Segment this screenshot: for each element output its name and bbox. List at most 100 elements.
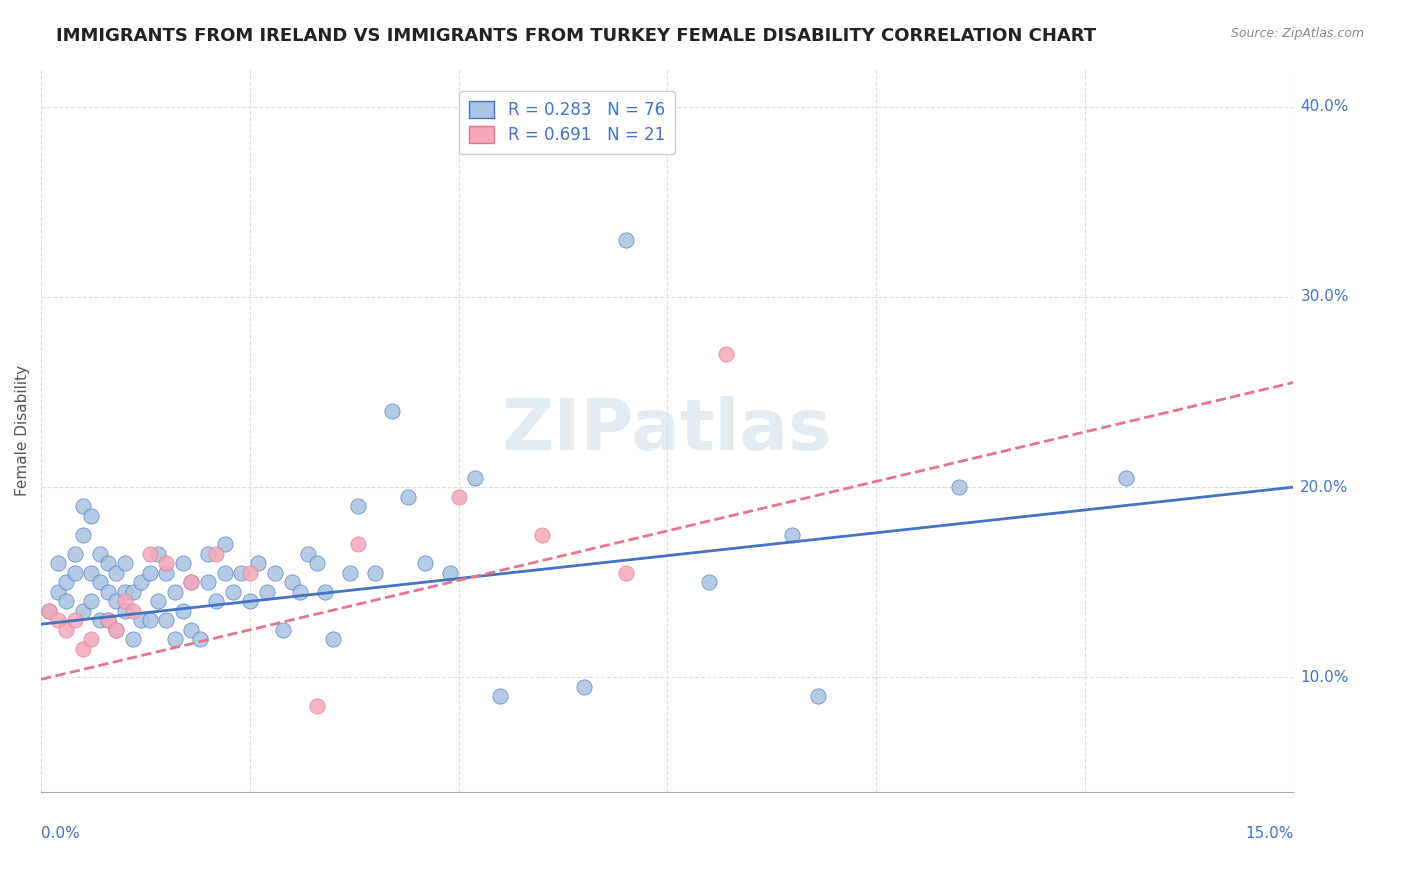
Point bbox=[80, 566, 103, 580]
Point bbox=[63, 547, 86, 561]
Point bbox=[155, 566, 177, 580]
Text: 20.0%: 20.0% bbox=[1301, 480, 1348, 495]
Point bbox=[80, 632, 103, 647]
Legend: R = 0.283   N = 76, R = 0.691   N = 21: R = 0.283 N = 76, R = 0.691 N = 21 bbox=[460, 91, 675, 154]
Point bbox=[105, 566, 128, 580]
Point bbox=[138, 566, 160, 580]
Point bbox=[114, 604, 136, 618]
Point bbox=[197, 547, 219, 561]
Point bbox=[138, 547, 160, 561]
Point bbox=[105, 623, 128, 637]
Point bbox=[322, 632, 344, 647]
Point bbox=[180, 575, 202, 590]
Point bbox=[396, 490, 419, 504]
Point bbox=[572, 680, 595, 694]
Point bbox=[172, 556, 194, 570]
Point bbox=[80, 594, 103, 608]
Point bbox=[80, 508, 103, 523]
Point bbox=[1115, 470, 1137, 484]
Point bbox=[188, 632, 211, 647]
Point bbox=[38, 604, 60, 618]
Point bbox=[122, 604, 145, 618]
Point bbox=[614, 233, 637, 247]
Point bbox=[97, 556, 120, 570]
Point bbox=[129, 613, 152, 627]
Point bbox=[305, 698, 328, 713]
Text: 10.0%: 10.0% bbox=[1301, 670, 1348, 685]
Point bbox=[55, 623, 77, 637]
Point bbox=[288, 584, 311, 599]
Point bbox=[948, 480, 970, 494]
Point bbox=[314, 584, 336, 599]
Point bbox=[46, 556, 69, 570]
Point bbox=[697, 575, 720, 590]
Point bbox=[122, 632, 145, 647]
Point bbox=[155, 613, 177, 627]
Point bbox=[38, 604, 60, 618]
Point bbox=[72, 527, 94, 541]
Text: Source: ZipAtlas.com: Source: ZipAtlas.com bbox=[1230, 27, 1364, 40]
Point bbox=[163, 632, 186, 647]
Text: ZIPatlas: ZIPatlas bbox=[502, 395, 832, 465]
Point bbox=[46, 613, 69, 627]
Text: 15.0%: 15.0% bbox=[1244, 826, 1294, 841]
Point bbox=[55, 594, 77, 608]
Point bbox=[180, 623, 202, 637]
Point bbox=[464, 470, 486, 484]
Point bbox=[447, 490, 470, 504]
Text: IMMIGRANTS FROM IRELAND VS IMMIGRANTS FROM TURKEY FEMALE DISABILITY CORRELATION : IMMIGRANTS FROM IRELAND VS IMMIGRANTS FR… bbox=[56, 27, 1097, 45]
Text: 40.0%: 40.0% bbox=[1301, 99, 1348, 114]
Point bbox=[413, 556, 436, 570]
Point bbox=[97, 613, 120, 627]
Point bbox=[122, 584, 145, 599]
Point bbox=[146, 547, 169, 561]
Text: 0.0%: 0.0% bbox=[41, 826, 80, 841]
Point bbox=[97, 584, 120, 599]
Point bbox=[339, 566, 361, 580]
Point bbox=[180, 575, 202, 590]
Point bbox=[806, 690, 828, 704]
Point bbox=[89, 613, 111, 627]
Point bbox=[146, 594, 169, 608]
Point bbox=[239, 566, 262, 580]
Point bbox=[782, 527, 804, 541]
Point bbox=[305, 556, 328, 570]
Point bbox=[364, 566, 387, 580]
Point bbox=[197, 575, 219, 590]
Point bbox=[63, 613, 86, 627]
Y-axis label: Female Disability: Female Disability bbox=[15, 365, 30, 496]
Point bbox=[222, 584, 245, 599]
Point bbox=[114, 584, 136, 599]
Point bbox=[72, 641, 94, 656]
Point bbox=[163, 584, 186, 599]
Point bbox=[72, 499, 94, 513]
Point bbox=[247, 556, 270, 570]
Point bbox=[239, 594, 262, 608]
Point bbox=[231, 566, 253, 580]
Point bbox=[46, 584, 69, 599]
Point bbox=[55, 575, 77, 590]
Point bbox=[347, 537, 370, 551]
Point bbox=[256, 584, 278, 599]
Point bbox=[214, 566, 236, 580]
Point bbox=[105, 594, 128, 608]
Point bbox=[155, 556, 177, 570]
Point bbox=[297, 547, 319, 561]
Point bbox=[263, 566, 285, 580]
Point bbox=[114, 594, 136, 608]
Point bbox=[614, 566, 637, 580]
Point bbox=[205, 547, 228, 561]
Point bbox=[89, 547, 111, 561]
Point bbox=[72, 604, 94, 618]
Point bbox=[97, 613, 120, 627]
Point bbox=[172, 604, 194, 618]
Point bbox=[63, 566, 86, 580]
Text: 30.0%: 30.0% bbox=[1301, 289, 1348, 304]
Point bbox=[205, 594, 228, 608]
Point bbox=[714, 347, 737, 361]
Point bbox=[489, 690, 512, 704]
Point bbox=[280, 575, 302, 590]
Point bbox=[347, 499, 370, 513]
Point bbox=[531, 527, 554, 541]
Point bbox=[439, 566, 461, 580]
